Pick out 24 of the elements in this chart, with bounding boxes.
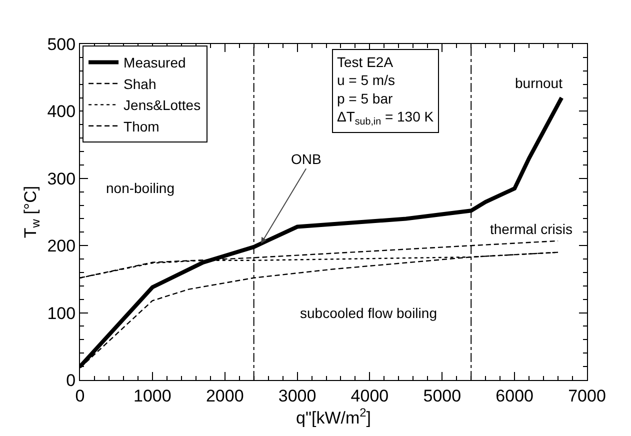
x-tick-label: 2000 xyxy=(206,386,244,406)
annotation: thermal crisis xyxy=(490,221,572,237)
legend-label: Shah xyxy=(124,76,156,92)
annotation: non-boiling xyxy=(106,180,174,196)
x-tick-label: 6000 xyxy=(496,386,534,406)
annotation: ONB xyxy=(291,151,322,167)
annotation: Test E2A u = 5 m/s p = 5 bar ΔT$_{sub,in}$ = 130 K xyxy=(337,54,434,128)
x-tick-label: 1000 xyxy=(134,386,172,406)
annotation: subcooled flow boiling xyxy=(300,305,437,321)
legend-label: Measured xyxy=(124,54,186,71)
y-tick-label: 200 xyxy=(47,236,76,256)
y-tick-label: 100 xyxy=(47,304,76,323)
y-tick-label: 0 xyxy=(66,370,76,390)
x-tick-label: 7000 xyxy=(568,386,606,406)
x-tick-label: 5000 xyxy=(423,386,462,406)
x-tick-label: 3000 xyxy=(278,386,316,406)
legend-label: Thom xyxy=(124,118,160,134)
y-tick-label: 300 xyxy=(47,169,76,188)
annotation: burnout xyxy=(515,75,563,91)
y-tick-label: 500 xyxy=(47,34,76,54)
x-axis-title: q"[kW/m$^{2}$] xyxy=(296,405,372,428)
y-tick-label: 400 xyxy=(47,102,76,122)
x-tick-label: 4000 xyxy=(350,386,389,406)
legend-label: Jens&Lottes xyxy=(124,97,201,114)
